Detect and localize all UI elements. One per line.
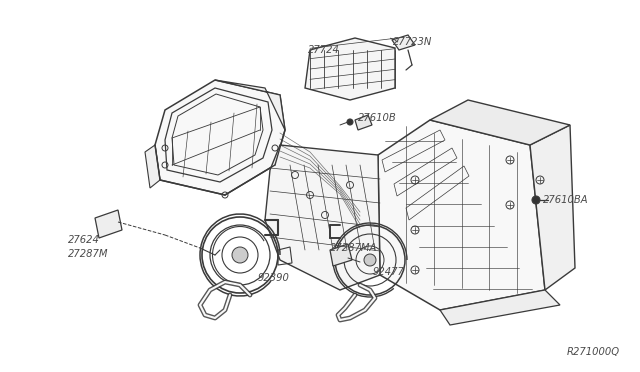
Polygon shape — [440, 290, 560, 325]
Polygon shape — [378, 120, 545, 310]
Text: 92390: 92390 — [258, 273, 290, 283]
Text: 27287M: 27287M — [68, 249, 109, 259]
Text: 27723N: 27723N — [393, 37, 433, 47]
Polygon shape — [215, 80, 285, 130]
Circle shape — [532, 196, 540, 204]
Text: 27724: 27724 — [308, 45, 340, 55]
Polygon shape — [392, 35, 415, 50]
Text: 27624: 27624 — [68, 235, 100, 245]
Polygon shape — [265, 145, 380, 290]
Polygon shape — [145, 145, 160, 188]
Circle shape — [232, 247, 248, 263]
Text: 92477: 92477 — [373, 267, 405, 277]
Text: R271000Q: R271000Q — [567, 347, 620, 357]
Polygon shape — [305, 38, 395, 100]
Circle shape — [364, 254, 376, 266]
Polygon shape — [430, 100, 570, 145]
Polygon shape — [95, 210, 122, 238]
Polygon shape — [355, 115, 372, 130]
Circle shape — [347, 119, 353, 125]
Text: 27610B: 27610B — [358, 113, 397, 123]
Polygon shape — [155, 80, 285, 195]
Text: 27610BA: 27610BA — [543, 195, 589, 205]
Polygon shape — [330, 244, 352, 266]
Text: 27287MA: 27287MA — [330, 243, 378, 253]
Polygon shape — [530, 125, 575, 290]
